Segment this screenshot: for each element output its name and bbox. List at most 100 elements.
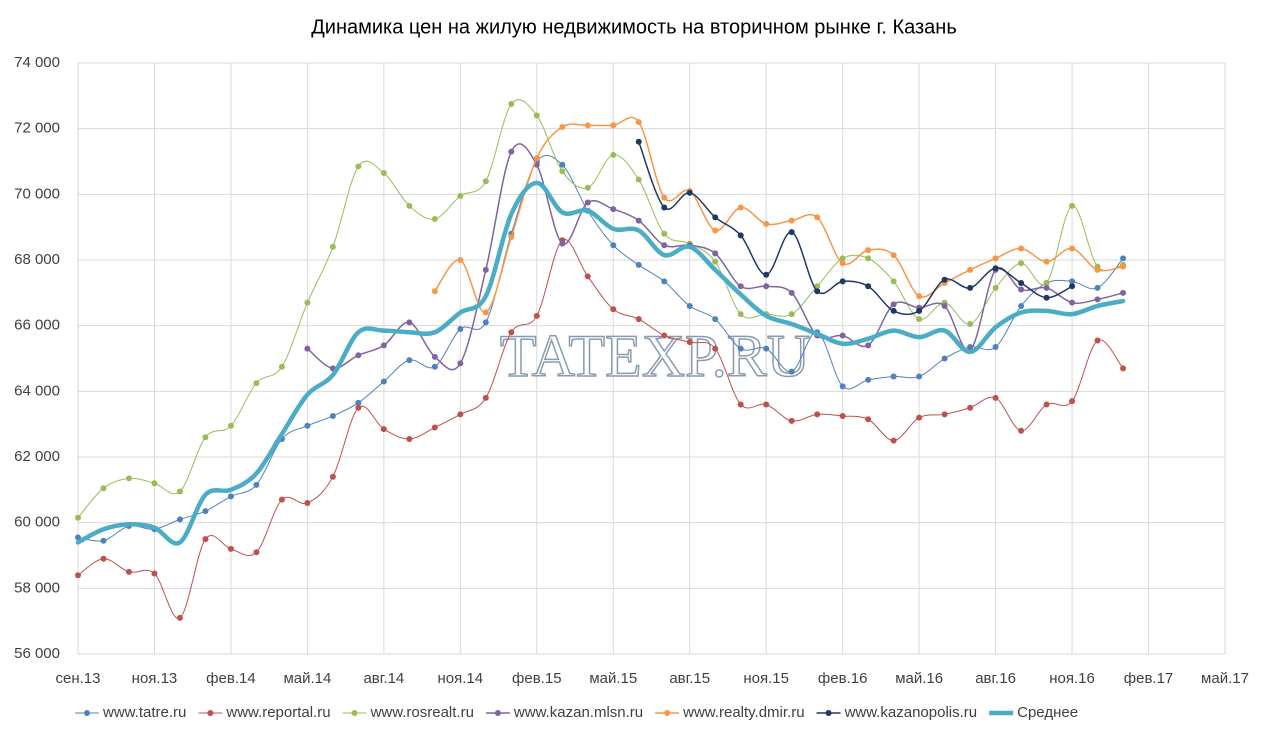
data-point <box>992 255 999 262</box>
data-point <box>304 422 311 429</box>
data-point <box>941 276 948 283</box>
data-point <box>202 434 209 441</box>
data-point <box>890 437 897 444</box>
data-point <box>967 404 974 411</box>
data-point <box>431 288 438 295</box>
data-point <box>482 319 489 326</box>
data-point <box>890 252 897 259</box>
x-tick-label: фев.16 <box>818 670 868 687</box>
data-point <box>916 373 923 380</box>
data-point <box>202 508 209 515</box>
data-point <box>457 360 464 367</box>
data-point <box>941 411 948 418</box>
data-point <box>253 380 260 387</box>
data-point <box>278 363 285 370</box>
data-point <box>508 329 515 336</box>
data-point <box>329 243 336 250</box>
data-point <box>457 325 464 332</box>
data-point <box>788 217 795 224</box>
data-point <box>661 278 668 285</box>
data-point <box>151 480 158 487</box>
data-point <box>941 355 948 362</box>
data-point <box>686 339 693 346</box>
legend-label: www.kazan.mlsn.ru <box>513 704 643 721</box>
data-point <box>457 257 464 263</box>
data-point <box>406 435 413 442</box>
y-tick-label: 58 000 <box>14 579 60 596</box>
data-point <box>712 316 719 323</box>
data-point <box>635 138 642 145</box>
data-point <box>763 220 770 227</box>
data-point <box>839 260 846 267</box>
data-point <box>227 493 234 500</box>
data-point <box>431 363 438 370</box>
data-point <box>737 401 744 408</box>
legend-marker <box>207 710 214 716</box>
data-point <box>533 312 540 319</box>
x-tick-label: ноя.13 <box>132 670 178 687</box>
data-point <box>304 299 311 306</box>
data-point <box>788 417 795 424</box>
data-point <box>1043 279 1050 286</box>
data-point <box>635 119 642 126</box>
y-tick-label: 68 000 <box>14 251 60 268</box>
series-line <box>75 180 1126 546</box>
data-point <box>1069 245 1076 252</box>
data-point <box>125 475 132 482</box>
x-tick-label: фев.17 <box>1124 670 1174 687</box>
data-point <box>712 250 719 257</box>
data-point <box>763 345 770 352</box>
y-tick-label: 70 000 <box>14 185 60 202</box>
data-point <box>788 289 795 296</box>
y-tick-label: 56 000 <box>14 645 60 662</box>
data-point <box>788 229 795 236</box>
legend-label: Среднее <box>1017 704 1078 721</box>
data-point <box>610 206 617 213</box>
data-point <box>559 161 566 168</box>
data-point <box>100 555 107 562</box>
plot <box>75 99 1127 621</box>
legend-item: www.reportal.ru <box>198 704 331 721</box>
data-point <box>992 344 999 351</box>
data-point <box>151 570 158 577</box>
y-tick-label: 64 000 <box>14 382 60 399</box>
data-point <box>788 368 795 375</box>
data-point <box>559 240 566 247</box>
data-point <box>1094 296 1101 303</box>
data-point <box>916 414 923 421</box>
data-point <box>1043 401 1050 408</box>
data-point <box>635 176 642 183</box>
data-point <box>839 255 846 262</box>
data-point <box>406 357 413 364</box>
data-point <box>559 168 566 175</box>
legend-marker <box>84 710 90 716</box>
data-point <box>737 345 744 352</box>
data-point <box>176 488 183 495</box>
data-point <box>610 151 617 158</box>
data-point <box>1018 286 1025 293</box>
x-tick-label: май.16 <box>895 670 943 687</box>
data-point <box>1018 279 1025 286</box>
legend-marker <box>664 710 671 716</box>
data-point <box>839 278 846 285</box>
legend-item: www.kazan.mlsn.ru <box>485 704 643 721</box>
data-point <box>865 376 872 383</box>
data-point <box>1018 245 1025 252</box>
data-point <box>482 178 489 185</box>
data-point <box>100 485 107 492</box>
x-tick-label: май.17 <box>1201 670 1249 687</box>
data-point <box>1094 266 1101 273</box>
data-point <box>890 307 897 314</box>
data-point <box>763 271 770 278</box>
data-point <box>584 199 591 206</box>
x-tick-label: авг.14 <box>363 670 404 687</box>
data-point <box>712 214 719 221</box>
data-point <box>457 411 464 418</box>
data-point <box>202 536 209 543</box>
data-point <box>763 283 770 290</box>
data-point <box>1069 299 1076 306</box>
data-point <box>227 422 234 429</box>
legend-marker <box>351 710 358 716</box>
